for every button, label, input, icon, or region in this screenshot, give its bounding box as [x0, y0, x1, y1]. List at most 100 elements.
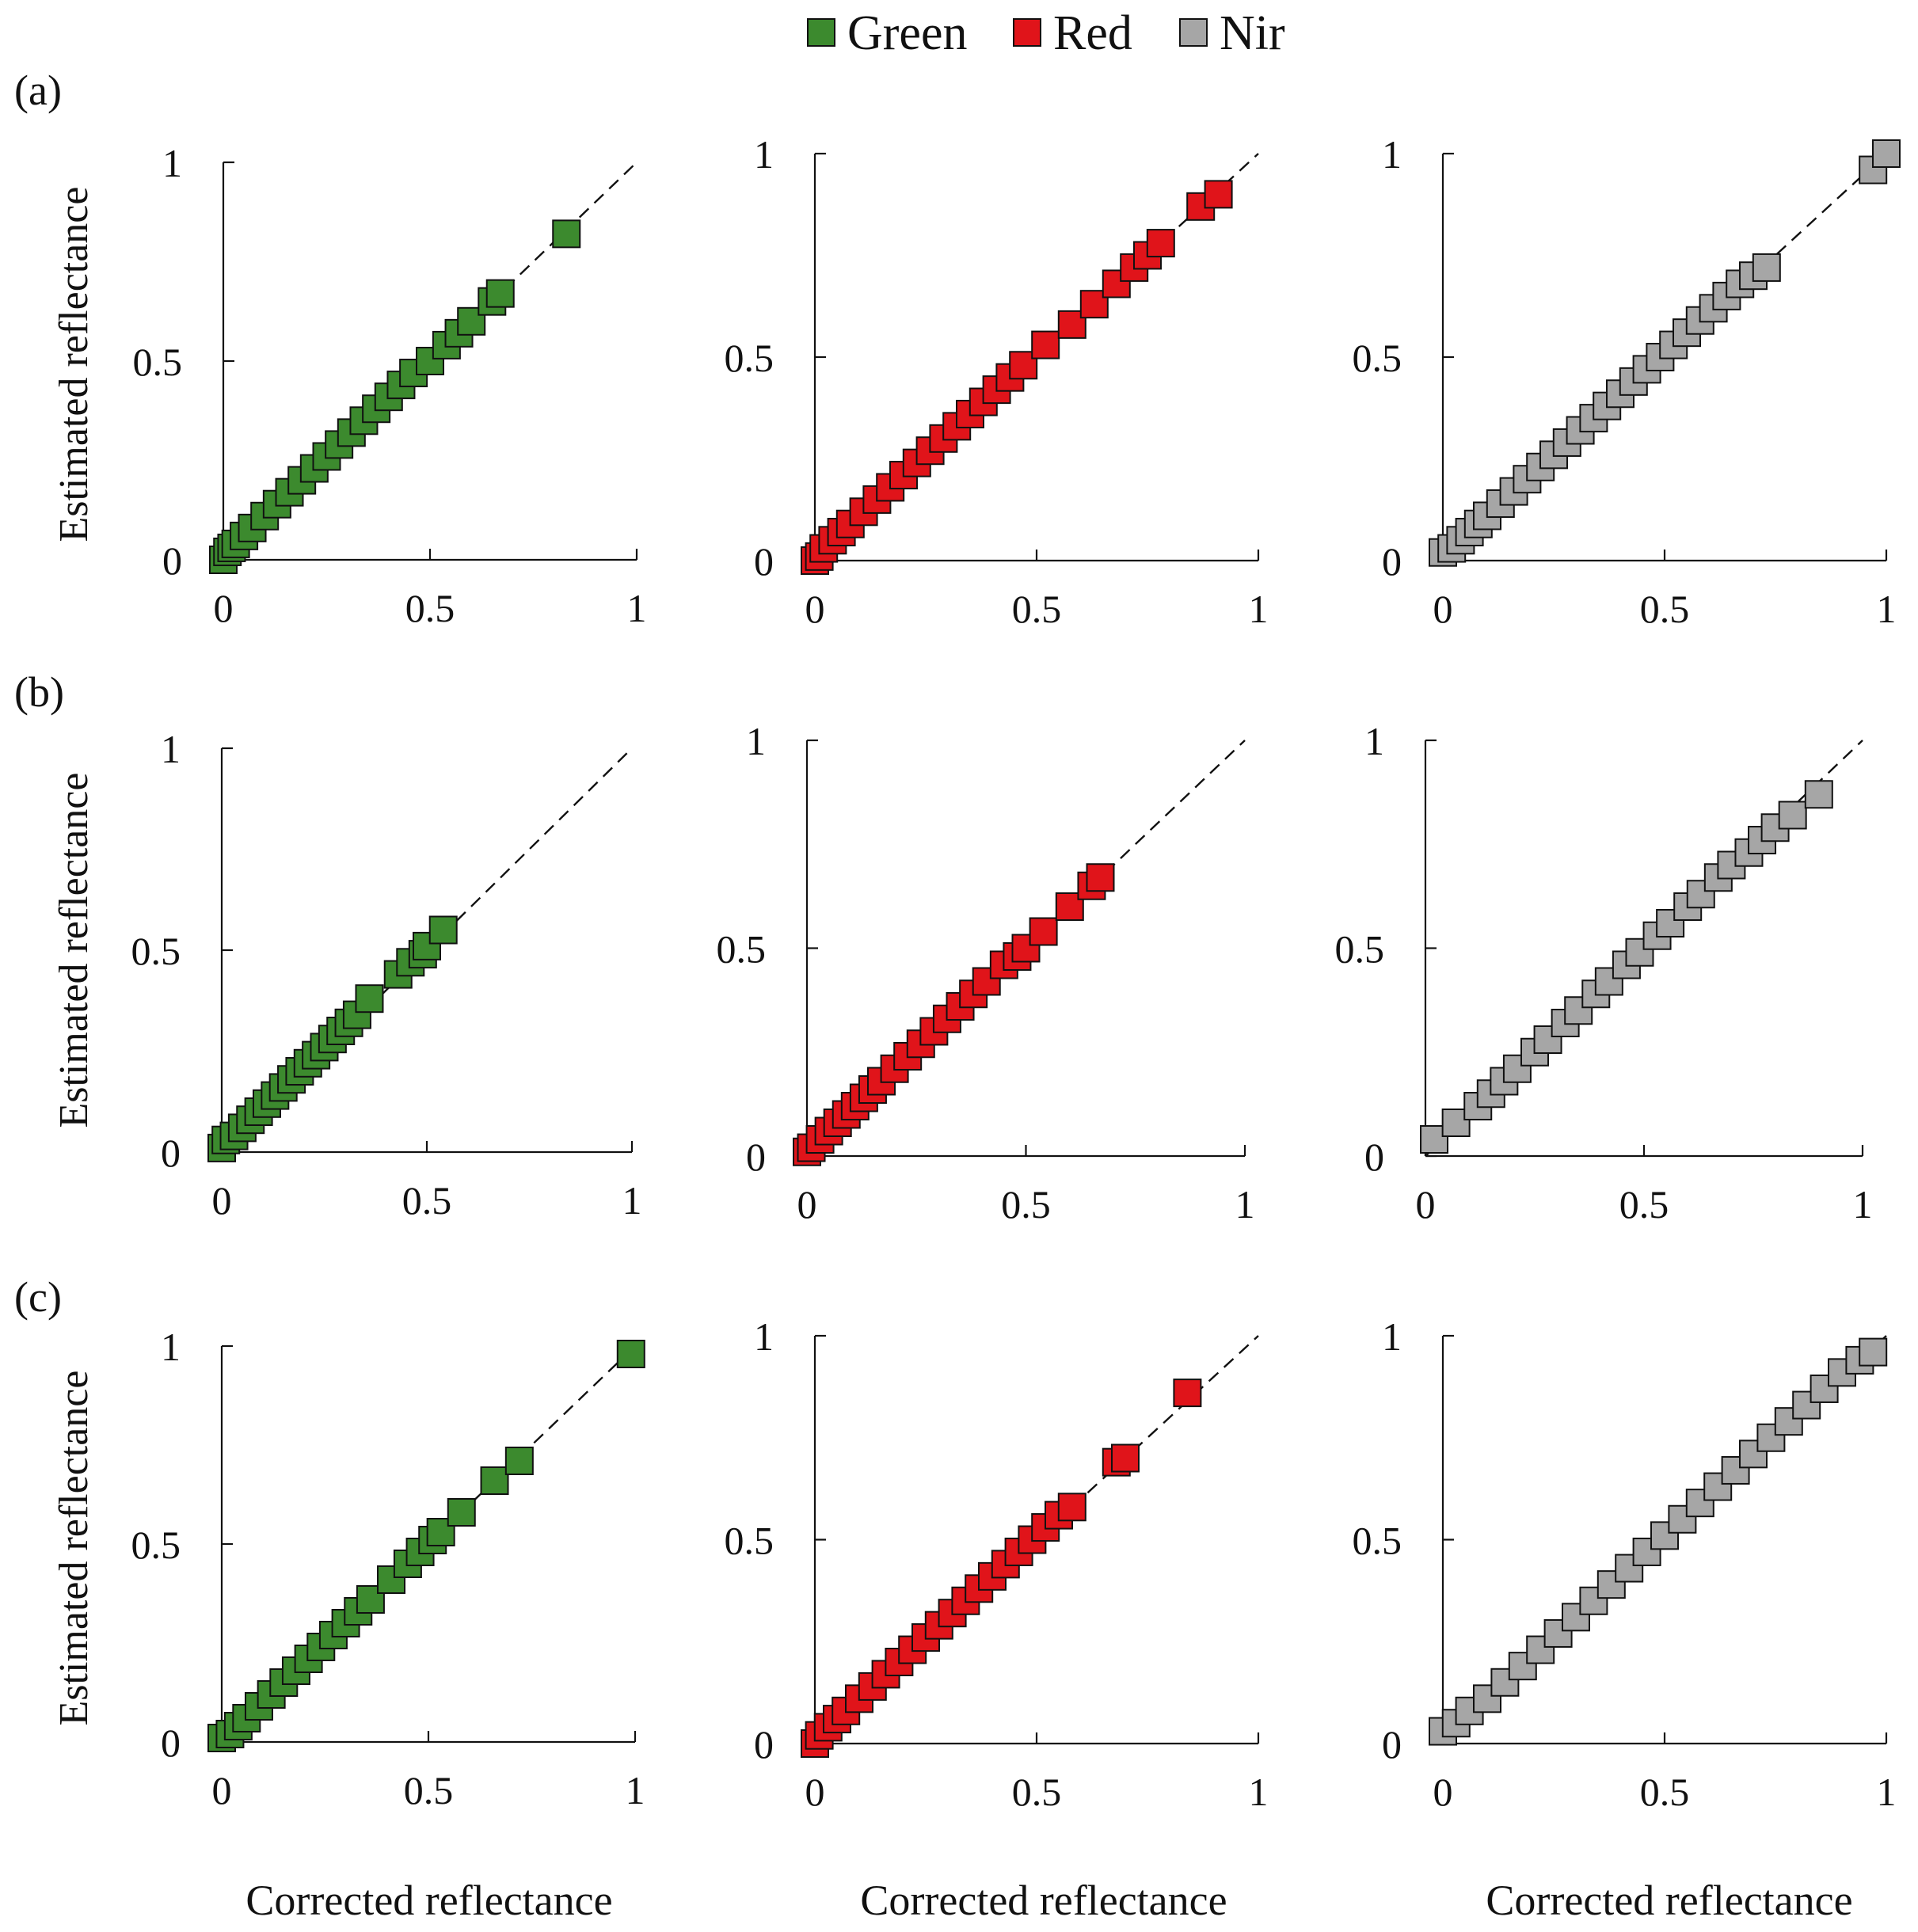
y-tick-label-a-red-0: 0 [754, 539, 774, 584]
data-point-c-nir-14 [1668, 1504, 1697, 1534]
data-point-b-green-18 [355, 984, 384, 1014]
data-point-b-nir-24 [1804, 780, 1833, 809]
x-tick-label-c-nir-2: 1 [1877, 1770, 1897, 1814]
data-point-c-green-21 [504, 1447, 534, 1475]
legend-label-red: Red [1053, 6, 1132, 60]
panel-b-red: 0 0.5 1 0 0.5 1 [717, 719, 1255, 1227]
x-tick-label-b-green-2: 1 [622, 1178, 642, 1223]
y-tick-label-c-red-1: 0.5 [725, 1519, 774, 1563]
data-point-c-red-23 [1111, 1443, 1140, 1473]
y-tick-label-c-red-0: 0 [754, 1722, 774, 1767]
x-tick-label-b-red-2: 1 [1235, 1182, 1255, 1227]
y-tick-label-b-green-1: 0.5 [131, 929, 181, 973]
y-tick-label-a-nir-0: 0 [1382, 539, 1402, 584]
data-point-b-red-24 [1086, 863, 1115, 892]
row-label-a: (a) [14, 67, 62, 114]
y-tick-label-b-green-2: 1 [161, 727, 181, 771]
x-tick-label-a-nir-0: 0 [1433, 587, 1453, 631]
reference-line-a-nir [1442, 153, 1887, 561]
y-tick-label-a-nir-2: 1 [1382, 132, 1402, 177]
x-axis-label-col1: Corrected reflectance [245, 1877, 612, 1924]
x-tick-label-b-green-0: 0 [212, 1178, 232, 1223]
data-point-c-red-21 [1057, 1493, 1086, 1522]
data-point-c-green-19 [447, 1498, 476, 1527]
data-point-a-green-24 [485, 279, 515, 308]
y-tick-label-b-nir-2: 1 [1364, 719, 1384, 763]
reference-line-b-green [221, 747, 633, 1153]
panel-a-nir: 0 0.5 1 0 0.5 1 [1353, 132, 1901, 631]
x-tick-label-c-nir-0: 0 [1433, 1770, 1453, 1814]
y-axis-label-b: Estimated reflectance [51, 773, 97, 1128]
legend-swatch-red [1013, 18, 1041, 47]
data-point-a-nir-26 [1752, 253, 1781, 282]
x-tick-label-b-nir-1: 0.5 [1619, 1182, 1669, 1227]
y-axis-label-c: Estimated reflectance [51, 1371, 97, 1726]
y-tick-label-b-red-0: 0 [746, 1135, 766, 1179]
x-tick-label-b-nir-0: 0 [1416, 1182, 1436, 1227]
legend-label-green: Green [847, 6, 967, 60]
y-tick-label-a-green-0: 0 [162, 538, 182, 583]
y-tick-label-c-nir-0: 0 [1382, 1722, 1402, 1767]
data-point-c-green-20 [480, 1466, 509, 1495]
data-point-b-green-23 [428, 915, 458, 945]
y-tick-label-a-nir-1: 0.5 [1353, 336, 1402, 380]
panel-b-nir: 0 0.5 1 0 0.5 1 [1335, 719, 1873, 1227]
row-label-b: (b) [14, 668, 64, 716]
reference-line-c-green [221, 1345, 636, 1743]
x-axis-label-col2: Corrected reflectance [860, 1877, 1227, 1924]
x-tick-label-c-nir-1: 0.5 [1640, 1770, 1690, 1814]
y-tick-label-b-nir-0: 0 [1364, 1135, 1384, 1179]
data-point-c-red-24 [1173, 1379, 1202, 1408]
y-tick-label-c-green-0: 0 [161, 1721, 181, 1765]
y-tick-label-b-red-2: 1 [746, 719, 766, 763]
legend: Green Red Nir [807, 6, 1285, 60]
y-tick-label-a-red-2: 1 [754, 132, 774, 177]
x-tick-label-a-red-0: 0 [805, 587, 825, 631]
y-tick-label-b-nir-1: 0.5 [1335, 927, 1385, 972]
data-point-a-red-25 [1146, 229, 1175, 258]
x-tick-label-a-green-0: 0 [214, 586, 234, 630]
x-tick-label-a-green-2: 1 [627, 586, 647, 630]
y-tick-label-c-nir-2: 1 [1382, 1314, 1402, 1359]
panels: 0 0.5 1 0 0.5 1 0 0.5 1 0 0.5 1 0 0.5 1 0 0.5 1 0 0.5 1 0 0.5 1… [131, 132, 1901, 1814]
x-tick-label-c-green-2: 1 [626, 1768, 645, 1812]
x-tick-label-a-green-1: 0.5 [405, 586, 455, 630]
data-point-a-red-22 [1102, 269, 1131, 299]
x-tick-label-b-red-1: 0.5 [1001, 1182, 1051, 1227]
y-tick-label-b-green-0: 0 [161, 1131, 181, 1175]
reference-line-a-red [814, 153, 1259, 561]
x-tick-label-a-red-2: 1 [1249, 587, 1269, 631]
x-tick-label-c-red-2: 1 [1249, 1770, 1269, 1814]
panel-a-green: 0 0.5 1 0 0.5 1 [133, 141, 647, 630]
legend-label-nir: Nir [1220, 6, 1285, 60]
y-tick-label-c-red-2: 1 [754, 1314, 774, 1359]
x-tick-label-b-green-1: 0.5 [402, 1178, 452, 1223]
y-tick-label-c-green-2: 1 [161, 1325, 181, 1369]
legend-swatch-nir [1179, 18, 1208, 47]
y-tick-label-a-green-1: 0.5 [133, 340, 183, 384]
x-tick-label-a-red-1: 0.5 [1012, 587, 1062, 631]
x-tick-label-c-green-1: 0.5 [404, 1768, 454, 1812]
data-point-c-nir-25 [1859, 1337, 1888, 1367]
data-point-c-nir-11 [1615, 1554, 1644, 1583]
x-tick-label-a-nir-1: 0.5 [1640, 587, 1690, 631]
data-point-c-nir-4 [1490, 1668, 1520, 1697]
y-tick-label-a-green-2: 1 [162, 141, 182, 185]
data-point-b-nir-23 [1778, 801, 1807, 830]
y-tick-label-a-red-1: 0.5 [725, 336, 774, 380]
panel-c-green: 0 0.5 1 0 0.5 1 [131, 1325, 645, 1812]
data-point-c-green-22 [616, 1340, 645, 1368]
data-point-a-red-19 [1031, 330, 1060, 359]
panel-a-red: 0 0.5 1 0 0.5 1 [725, 132, 1269, 631]
legend-swatch-green [807, 18, 835, 47]
data-point-a-nir-28 [1872, 139, 1901, 168]
data-point-c-nir-13 [1650, 1521, 1679, 1550]
x-tick-label-c-red-0: 0 [805, 1770, 825, 1814]
row-label-c: (c) [14, 1273, 62, 1321]
y-tick-label-b-red-1: 0.5 [717, 927, 767, 972]
panel-b-green: 0 0.5 1 0 0.5 1 [131, 727, 642, 1223]
data-point-c-nir-23 [1828, 1358, 1856, 1387]
x-tick-label-b-red-0: 0 [797, 1182, 817, 1227]
x-tick-label-b-nir-2: 1 [1853, 1182, 1873, 1227]
